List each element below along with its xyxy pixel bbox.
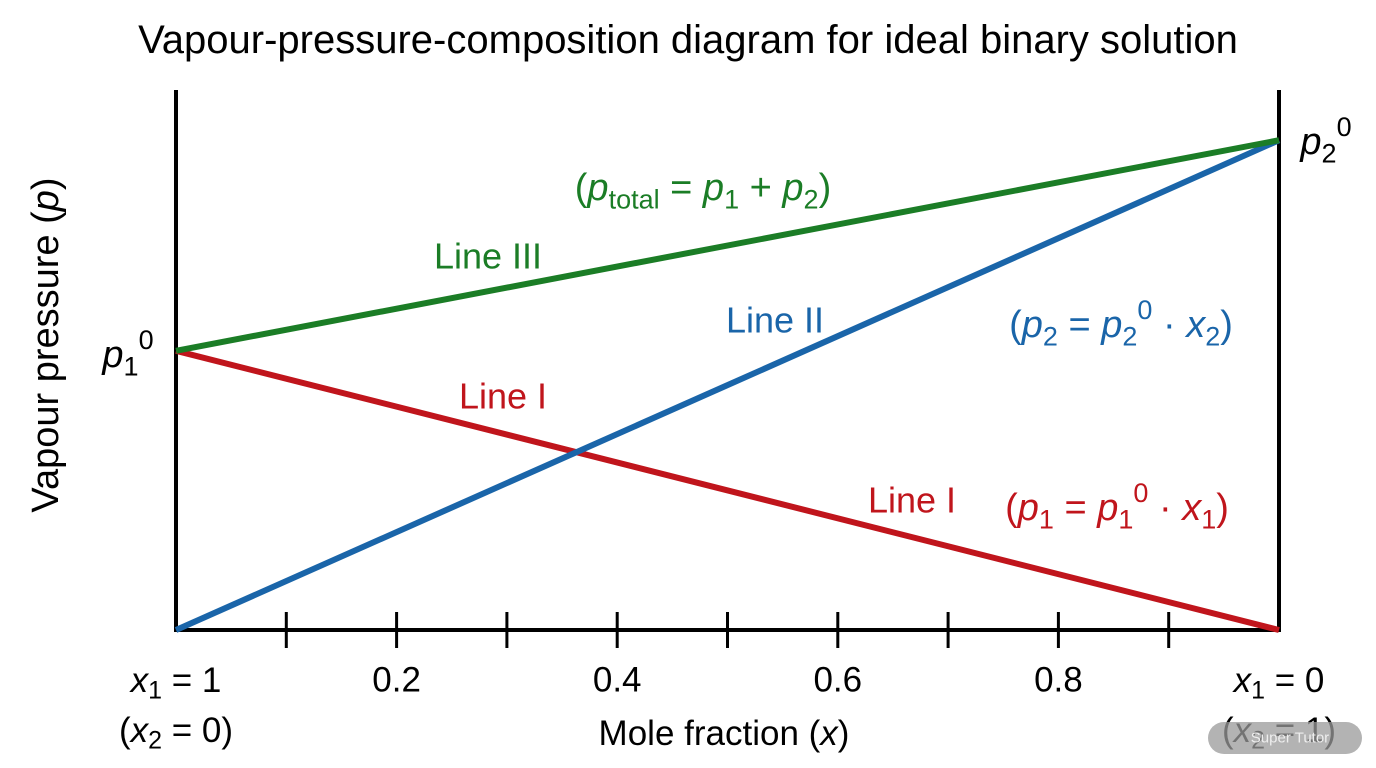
text-segment: 2 bbox=[1205, 321, 1220, 351]
text-segment: ( bbox=[1009, 304, 1022, 346]
text-segment: = 0) bbox=[162, 711, 233, 750]
text-segment: x bbox=[1184, 304, 1207, 346]
text-segment: 1 bbox=[1201, 504, 1216, 534]
text-segment: ) bbox=[1220, 304, 1233, 346]
endpoint-label: p20 bbox=[1299, 112, 1351, 169]
text-segment: total bbox=[609, 184, 660, 214]
x-tick-label: 0.8 bbox=[1034, 661, 1083, 700]
text-segment: 1 bbox=[1118, 504, 1133, 534]
annotation: (p1 = p10 · x1) bbox=[1005, 478, 1229, 535]
line-label: Line I bbox=[459, 376, 547, 417]
text-segment: 2 bbox=[1322, 138, 1337, 168]
y-axis-label: Vapour pressure (p) bbox=[25, 177, 67, 512]
text-segment: p bbox=[586, 167, 608, 209]
text-segment: p bbox=[25, 190, 67, 212]
text-segment: ( bbox=[119, 711, 131, 750]
data-line bbox=[175, 137, 1280, 354]
text-segment: x bbox=[818, 714, 839, 753]
text-segment: ) bbox=[838, 714, 850, 753]
text-segment: p bbox=[781, 167, 803, 209]
text-segment: · bbox=[1148, 487, 1182, 529]
text-segment: 2 bbox=[1043, 321, 1058, 351]
text-segment: 0 bbox=[139, 325, 154, 355]
x-tick-label: (x2 = 0) bbox=[119, 711, 233, 755]
text-segment: = 1 bbox=[162, 661, 221, 700]
text-segment: p bbox=[1017, 487, 1039, 529]
x-tick-label: 0.6 bbox=[813, 661, 862, 700]
text-segment: 2 bbox=[804, 184, 819, 214]
data-line bbox=[174, 137, 1281, 633]
text-segment: x bbox=[1232, 661, 1253, 700]
x-axis-label: Mole fraction (x) bbox=[599, 714, 850, 753]
x-tick-label: 0.2 bbox=[372, 661, 421, 700]
text-segment: = 0 bbox=[1265, 661, 1324, 700]
x-tick-label: x1 = 1 bbox=[129, 661, 222, 705]
text-segment: p bbox=[1299, 121, 1321, 163]
text-segment: 1 bbox=[1251, 677, 1265, 705]
text-segment: p bbox=[101, 334, 123, 376]
endpoint-label: p10 bbox=[101, 325, 153, 382]
text-segment: · bbox=[1152, 304, 1186, 346]
line-label: Line III bbox=[434, 236, 542, 277]
text-segment: 0 bbox=[1337, 112, 1352, 142]
text-segment: p bbox=[1096, 487, 1118, 529]
watermark-badge bbox=[1208, 722, 1362, 754]
text-segment: x bbox=[129, 661, 150, 700]
text-segment: + bbox=[739, 167, 782, 209]
text-segment: = bbox=[660, 167, 703, 209]
chart-title: Vapour-pressure-composition diagram for … bbox=[138, 18, 1238, 62]
line-label: Line II bbox=[726, 300, 824, 341]
x-tick-label: 0.4 bbox=[593, 661, 642, 700]
text-segment: ) bbox=[1216, 487, 1229, 529]
text-segment: ( bbox=[1005, 487, 1018, 529]
text-segment: 1 bbox=[148, 677, 162, 705]
text-segment: = bbox=[1054, 487, 1097, 529]
text-segment: ( bbox=[575, 167, 588, 209]
text-segment: p bbox=[1021, 304, 1043, 346]
text-segment: 1 bbox=[1039, 504, 1054, 534]
line-label: Line I bbox=[868, 480, 956, 521]
text-segment: = bbox=[1058, 304, 1101, 346]
text-segment: p bbox=[1100, 304, 1122, 346]
text-segment: p bbox=[702, 167, 724, 209]
text-segment: Mole fraction ( bbox=[599, 714, 821, 753]
text-segment: x bbox=[1180, 487, 1203, 529]
text-segment: x bbox=[129, 711, 150, 750]
data-line bbox=[175, 347, 1280, 633]
annotation: (p2 = p20 · x2) bbox=[1009, 295, 1233, 352]
text-segment: ) bbox=[819, 167, 832, 209]
text-segment: 2 bbox=[148, 727, 162, 755]
text-segment: 1 bbox=[724, 184, 739, 214]
watermark: Super Tutor bbox=[1251, 730, 1329, 747]
text-segment: 1 bbox=[124, 351, 139, 381]
annotation: (ptotal = p1 + p2) bbox=[575, 167, 831, 214]
text-segment: ) bbox=[25, 177, 67, 190]
text-segment: 2 bbox=[1122, 321, 1137, 351]
x-tick-label: x1 = 0 bbox=[1232, 661, 1325, 705]
text-segment: Vapour pressure ( bbox=[25, 211, 67, 513]
text-segment: 0 bbox=[1133, 478, 1148, 508]
text-segment: 0 bbox=[1137, 295, 1152, 325]
